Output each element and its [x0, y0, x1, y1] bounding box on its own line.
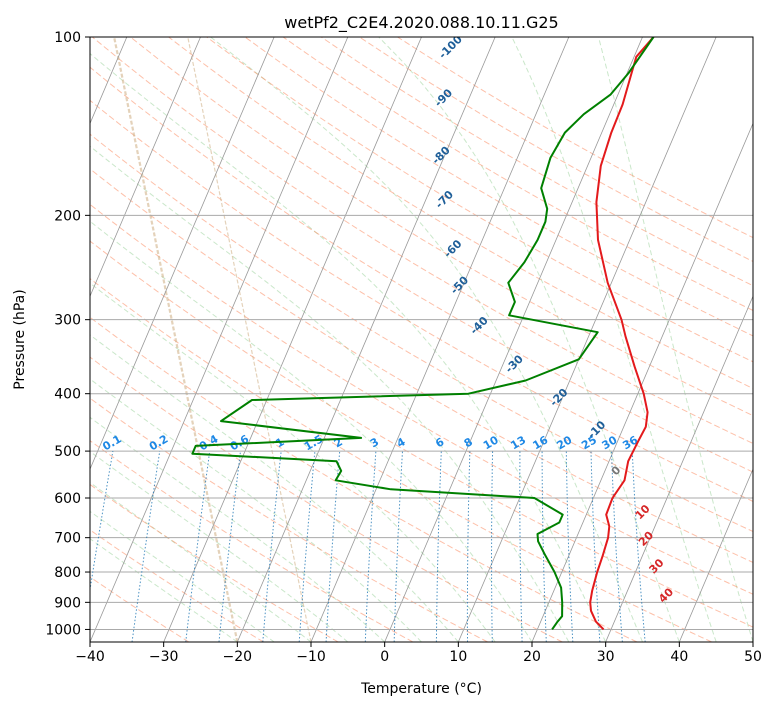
mixing-ratio-line: [611, 451, 623, 642]
x-axis-label: Temperature (°C): [360, 681, 482, 697]
isotherm-line: [236, 37, 496, 642]
moist-adiabat: [598, 37, 753, 642]
x-tick-label: 20: [523, 649, 541, 665]
moist-adiabat: [90, 334, 459, 642]
dry-adiabat: [90, 397, 488, 642]
y-tick-label: 900: [54, 595, 81, 611]
moist-adiabat: [90, 145, 570, 642]
y-axis: 100 200 300 400 500 600 700 800 900 1000: [45, 30, 90, 638]
moist-adiabat: [90, 378, 422, 642]
moist-adiabat: [90, 282, 496, 642]
x-tick-label: −40: [75, 649, 105, 665]
dry-adiabat: [90, 66, 753, 473]
moist-adiabat: [90, 481, 312, 642]
x-tick-label: 0: [380, 649, 389, 665]
y-tick-label: 1000: [45, 622, 81, 638]
mixing-ratio-line: [325, 451, 341, 642]
dry-adiabat: [282, 37, 753, 312]
mixing-ratio-line: [590, 451, 601, 642]
isotherm-line: [678, 468, 753, 642]
x-tick-label: 50: [744, 649, 762, 665]
mixing-ratio-line: [435, 451, 442, 642]
dry-adiabat: [90, 168, 753, 563]
x-tick-label: 10: [449, 649, 467, 665]
isotherm-line: [310, 37, 570, 642]
x-tick-label: −20: [223, 649, 253, 665]
isotherm-line: [90, 37, 201, 298]
mixing-ratio-line: [541, 451, 547, 642]
y-tick-label: 400: [54, 387, 81, 403]
mixing-ratio-line: [491, 451, 494, 642]
y-tick-label: 600: [54, 491, 81, 507]
series-group: [191, 37, 655, 631]
isotherm-curve: [113, 37, 239, 642]
dry-adiabat: [90, 133, 753, 533]
isotherm-line: [457, 37, 717, 642]
mixing-ratio-line: [631, 451, 646, 642]
dry-adiabat: [206, 37, 753, 363]
x-tick-label: −10: [296, 649, 326, 665]
moist-adiabat: [511, 37, 717, 642]
moist-adiabat: [90, 52, 607, 642]
mixing-ratio-line: [262, 451, 282, 642]
moist-adiabat: [210, 37, 643, 642]
mixing-ratio-line: [565, 451, 574, 642]
y-tick-label: 500: [54, 444, 81, 460]
isotherm-line: [90, 37, 349, 642]
mixing-ratio-line: [519, 451, 523, 642]
temperature-line: [589, 37, 655, 631]
mixing-ratio-line: [218, 451, 241, 642]
mixing-ratio-line: [393, 451, 403, 642]
y-tick-label: 700: [54, 531, 81, 547]
y-tick-label: 200: [54, 208, 81, 224]
mixing-ratio-line: [364, 451, 377, 642]
moist-adiabat: [90, 538, 238, 642]
moist-adiabat: [90, 416, 386, 642]
isotherm-line: [163, 37, 422, 642]
moist-adiabat: [90, 220, 533, 642]
y-tick-label: 800: [54, 565, 81, 581]
x-tick-label: 40: [670, 649, 688, 665]
y-tick-label: 300: [54, 313, 81, 329]
dry-adiabat: [90, 316, 638, 642]
moist-adiabat: [378, 37, 680, 642]
isotherm-line: [90, 37, 275, 471]
x-tick-label: 30: [597, 649, 615, 665]
x-tick-label: −30: [149, 649, 179, 665]
y-axis-label: Pressure (hPa): [12, 289, 28, 389]
isotherm-line: [384, 37, 643, 642]
plot-frame: [89, 36, 754, 643]
plot-background-lines: [90, 37, 753, 642]
dewpoint-line: [191, 37, 655, 630]
moist-adiabat: [90, 450, 349, 642]
y-tick-label: 100: [54, 30, 81, 46]
dry-adiabat: [90, 203, 753, 595]
moist-adiabat: [90, 510, 275, 642]
x-axis: −40 −30 −20 −10 0 10 20 30 40 50: [75, 642, 762, 665]
isotherm-line: [531, 122, 753, 642]
dry-adiabat: [90, 240, 753, 628]
chart-title: wetPf2_C2E4.2020.088.10.11.G25: [284, 13, 558, 33]
dry-adiabat: [90, 576, 190, 642]
mixing-ratio-line: [298, 451, 316, 642]
dry-adiabat: [130, 37, 753, 417]
dry-adiabat: [90, 356, 563, 642]
isotherm-line: [605, 295, 753, 642]
